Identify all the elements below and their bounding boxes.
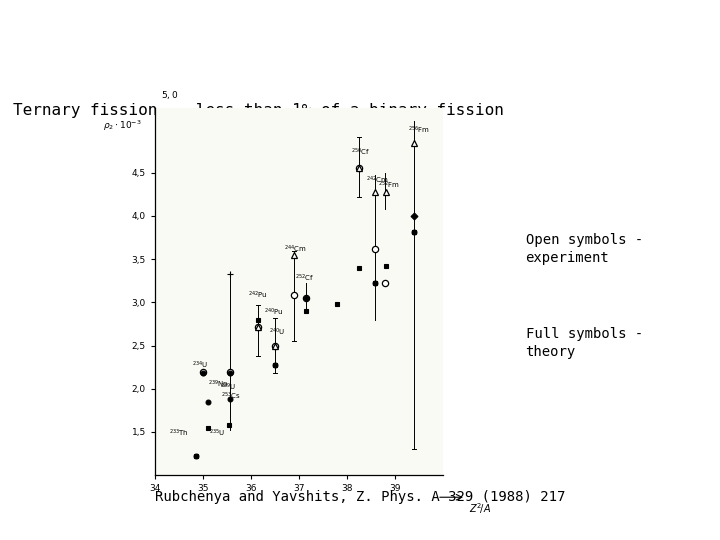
Text: $^{244}$Cm: $^{244}$Cm xyxy=(284,244,307,255)
Text: $^{240}$Pu: $^{240}$Pu xyxy=(264,307,284,318)
Text: $^{233}$Th: $^{233}$Th xyxy=(169,428,189,439)
Text: $^{256}$Fm: $^{256}$Fm xyxy=(408,125,430,137)
Text: $^{250}$Cf: $^{250}$Cf xyxy=(351,147,370,158)
Text: $^{234}$U: $^{234}$U xyxy=(192,359,208,370)
Text: Ternary fission: Ternary fission xyxy=(222,25,498,58)
Text: Full symbols -
theory: Full symbols - theory xyxy=(526,327,643,359)
Text: $\rho_2 \cdot 10^{-3}$: $\rho_2 \cdot 10^{-3}$ xyxy=(103,119,142,133)
Text: $^{239}$U: $^{239}$U xyxy=(220,382,235,393)
Text: $^{252}$Fm: $^{252}$Fm xyxy=(378,180,400,191)
Text: $5,0$: $5,0$ xyxy=(161,89,178,100)
Text: $^{239}$Np: $^{239}$Np xyxy=(208,379,229,390)
Text: $Z^2\!/A$: $Z^2\!/A$ xyxy=(469,501,491,516)
Text: $^{240}$U: $^{240}$U xyxy=(269,327,285,338)
Text: $^{253}$Cs: $^{253}$Cs xyxy=(221,390,240,402)
Text: Rubchenya and Yavshits, Z. Phys. A 329 (1988) 217: Rubchenya and Yavshits, Z. Phys. A 329 (… xyxy=(155,490,565,504)
Text: $^{242}$Cm: $^{242}$Cm xyxy=(366,174,389,186)
Text: $^{252}$Cf: $^{252}$Cf xyxy=(295,273,314,284)
Text: $^{235}$U: $^{235}$U xyxy=(209,428,225,439)
Text: Ternary fission  ⇒ less than 1% of a binary fission: Ternary fission ⇒ less than 1% of a bina… xyxy=(13,103,504,118)
Text: Open symbols -
experiment: Open symbols - experiment xyxy=(526,233,643,265)
Text: $^{242}$Pu: $^{242}$Pu xyxy=(248,289,268,301)
